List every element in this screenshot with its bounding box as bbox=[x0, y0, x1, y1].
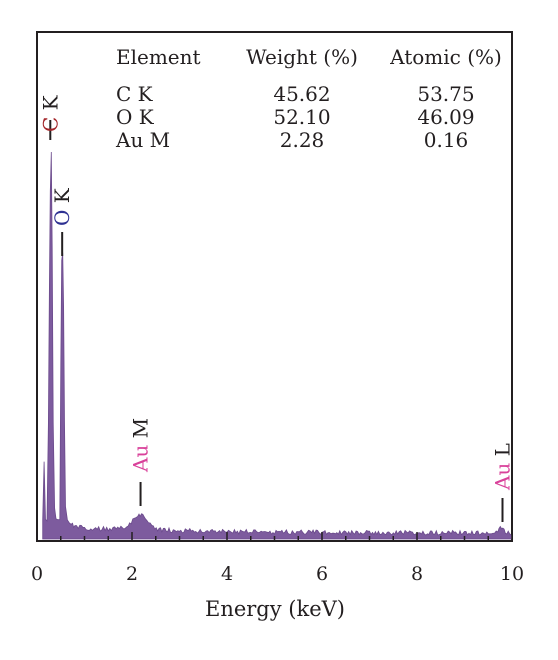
x-tick-label: 4 bbox=[221, 563, 233, 585]
composition-table: Element Weight (%) Atomic (%) C K 45.62 … bbox=[115, 45, 502, 152]
x-tick-label: 10 bbox=[500, 563, 524, 585]
x-tick-label: 6 bbox=[316, 563, 328, 585]
peak-label-element: Au bbox=[129, 445, 153, 473]
spectrum-series bbox=[42, 151, 513, 540]
table-row-element: Au M bbox=[115, 128, 170, 152]
peak-label-element: Au bbox=[491, 463, 515, 491]
table-row-atomic: 0.16 bbox=[424, 128, 469, 152]
x-tick-label: 2 bbox=[126, 563, 138, 585]
peak-label-element: C bbox=[38, 117, 62, 132]
table-row-weight: 45.62 bbox=[273, 82, 330, 106]
peak-label-line: K bbox=[38, 94, 62, 116]
peak-labels: C KO KAu MAu L bbox=[38, 94, 515, 522]
table-row-weight: 52.10 bbox=[273, 105, 330, 129]
table-row-atomic: 53.75 bbox=[417, 82, 474, 106]
x-tick-label: 0 bbox=[31, 563, 43, 585]
table-header-element: Element bbox=[116, 45, 201, 69]
peak-label-line: K bbox=[50, 187, 74, 209]
x-axis-ticks bbox=[36, 532, 513, 541]
x-axis-tick-labels: 0 2 4 6 8 10 bbox=[31, 563, 524, 585]
peak-label: O K bbox=[50, 187, 74, 226]
peak-label: C K bbox=[38, 94, 62, 132]
table-header-weight: Weight (%) bbox=[246, 45, 358, 69]
peak-label-line: M bbox=[129, 418, 153, 445]
table-row-atomic: 46.09 bbox=[417, 105, 474, 129]
peak-label: Au L bbox=[491, 443, 515, 491]
table-row-weight: 2.28 bbox=[280, 128, 325, 152]
table-row-element: C K bbox=[116, 82, 154, 106]
peak-label: Au M bbox=[129, 418, 153, 473]
peak-label-element: O bbox=[50, 210, 74, 226]
x-axis-label: Energy (keV) bbox=[205, 597, 345, 621]
peak-label-line: L bbox=[491, 443, 515, 463]
table-header-atomic: Atomic (%) bbox=[389, 45, 502, 69]
x-tick-label: 8 bbox=[411, 563, 423, 585]
table-row-element: O K bbox=[116, 105, 155, 129]
